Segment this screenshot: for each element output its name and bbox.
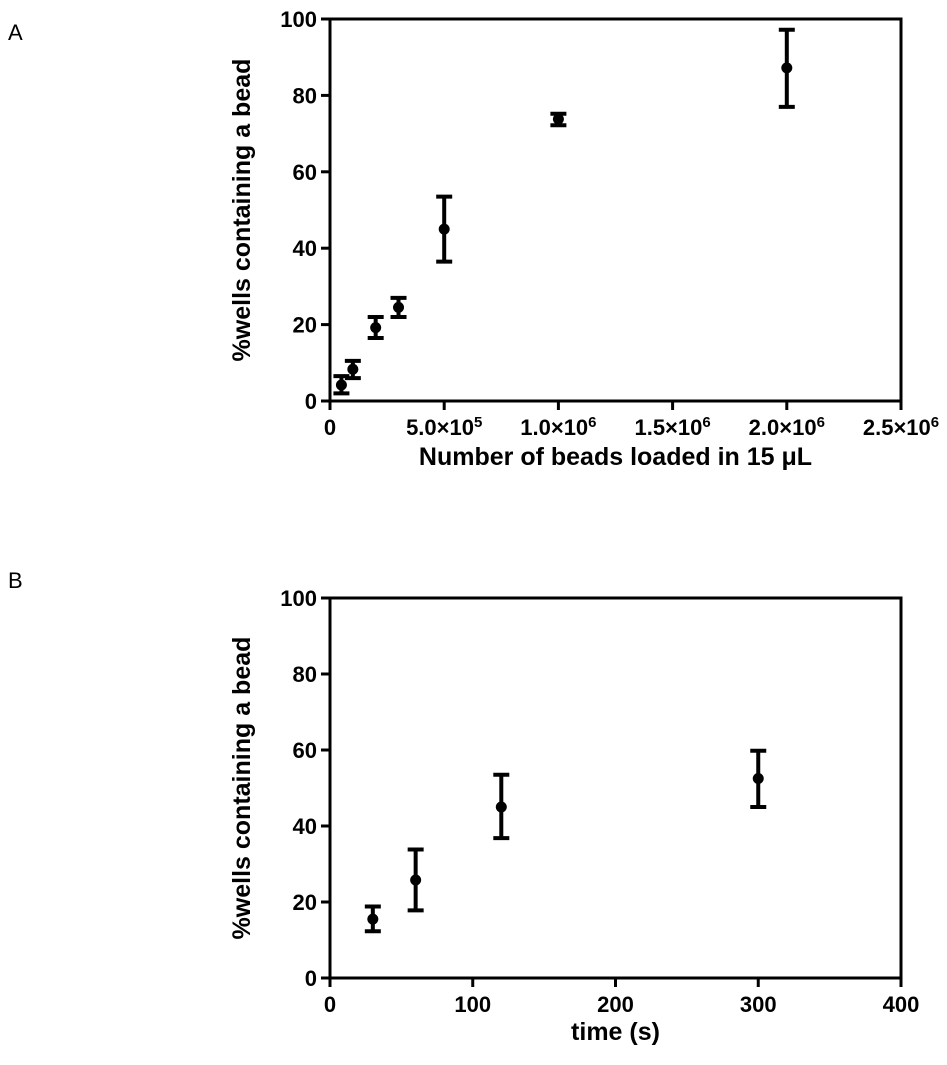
chart-a-data-point [347, 363, 359, 375]
chart-b-y-axis-title: %wells containing a bead [228, 637, 256, 940]
chart-b-ytick-label: 100 [280, 586, 317, 611]
chart-a-data-point [370, 322, 382, 334]
chart-b-ytick-label: 40 [293, 814, 317, 839]
chart-b-xtick-label: 400 [883, 992, 920, 1017]
panel-label-a: A [8, 20, 23, 45]
chart-a-ytick-label: 0 [305, 389, 317, 414]
chart-b-data-point [495, 801, 507, 813]
chart-a-data-point [335, 379, 347, 391]
chart-b-ytick-label: 0 [305, 966, 317, 991]
chart-b-data-point [367, 913, 379, 925]
chart-b-ytick-label: 20 [293, 890, 317, 915]
chart-a-plot-frame [328, 17, 903, 403]
chart-b-plot-frame [328, 596, 903, 980]
chart-a-x-axis-title: Number of beads loaded in 15 μL [419, 443, 812, 471]
chart-a-data-point [438, 223, 450, 235]
chart-a-y-axis-title: %wells containing a bead [228, 59, 256, 362]
chart-b: 0 20 40 60 80 100 0 100 200 300 400 time (s) %wells … [228, 586, 919, 1046]
chart-a-xtick-label: 1.0×106 [520, 414, 596, 441]
chart-a-ytick-label: 100 [280, 7, 317, 32]
chart-b-ytick-label: 60 [293, 738, 317, 763]
chart-a: 0 20 40 60 80 100 0 5.0×105 1.0×106 1.5×106 2.0×10… [228, 7, 939, 471]
chart-b-xtick-label: 200 [597, 992, 634, 1017]
chart-b-xtick-label: 0 [324, 992, 336, 1017]
chart-a-ytick-label: 20 [293, 313, 317, 338]
chart-b-xtick-label: 300 [740, 992, 777, 1017]
chart-a-ytick-label: 60 [293, 160, 317, 185]
chart-b-ytick-label: 80 [293, 662, 317, 687]
chart-a-data-point [393, 301, 405, 313]
panel-label-b: B [8, 568, 23, 593]
chart-b-data-point [410, 874, 422, 886]
chart-a-data-point [781, 62, 793, 74]
chart-a-xtick-label: 2.0×106 [749, 414, 825, 441]
chart-b-x-axis-title: time (s) [571, 1018, 660, 1046]
chart-a-xtick-label: 0 [324, 415, 336, 440]
chart-a-ytick-label: 40 [293, 236, 317, 261]
chart-a-ytick-label: 80 [293, 83, 317, 108]
chart-b-data-point [752, 773, 764, 784]
chart-a-xtick-label: 5.0×105 [406, 414, 482, 441]
chart-a-xtick-label: 2.5×106 [863, 414, 939, 441]
chart-a-data-point [552, 113, 564, 125]
chart-b-xtick-label: 100 [454, 992, 491, 1017]
chart-a-xtick-label: 1.5×106 [634, 414, 710, 441]
